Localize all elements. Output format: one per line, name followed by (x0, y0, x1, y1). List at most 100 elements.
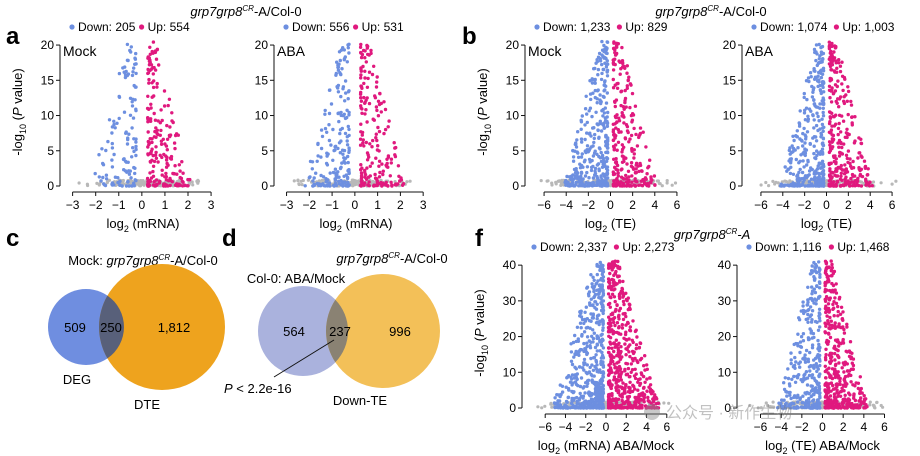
point-up (634, 163, 638, 167)
point-down (591, 183, 595, 188)
point-up (360, 133, 364, 137)
venn-d-left-count: 564 (283, 324, 305, 339)
point-up (620, 406, 625, 410)
point-down (582, 321, 586, 326)
point-up (639, 356, 644, 361)
point-up (634, 170, 638, 175)
point-up (153, 50, 158, 55)
point-down (801, 300, 805, 304)
point-down (801, 401, 806, 405)
point-up (828, 143, 832, 147)
point-down (813, 156, 817, 160)
point-down (583, 347, 587, 351)
legend-up: Up: 2,273 (622, 240, 674, 254)
point-down (788, 171, 793, 176)
point-up (180, 160, 184, 164)
point-up (846, 369, 850, 373)
point-up (863, 166, 868, 170)
point-up (163, 175, 167, 179)
point-down (308, 175, 312, 179)
point-up (623, 137, 628, 141)
point-down (574, 167, 578, 171)
point-up (632, 152, 636, 156)
point-down (106, 139, 110, 144)
point-down (579, 326, 583, 330)
point-down (604, 62, 609, 67)
point-up (841, 310, 845, 314)
point-up (363, 170, 367, 175)
point-down (587, 109, 591, 113)
point-up (175, 172, 179, 176)
point-up (608, 379, 612, 383)
x-tick-label: −2 (582, 198, 596, 212)
point-down (110, 158, 114, 162)
point-down (345, 143, 350, 147)
point-down (126, 160, 130, 164)
point-up (830, 281, 834, 286)
point-up (829, 356, 833, 360)
point-up (643, 354, 647, 358)
venn-d-pvalue-leader (273, 339, 335, 378)
point-ns (860, 180, 864, 184)
point-up (606, 350, 611, 355)
point-up (633, 177, 637, 181)
venn-d: grp7grp8CR-A/Col-0 Col-0: ABA/Mock 564 2… (224, 251, 448, 408)
point-down (798, 360, 802, 364)
point-up (648, 383, 653, 387)
x-tick-label: −1 (325, 198, 339, 212)
point-down (596, 73, 600, 77)
point-down (124, 130, 128, 134)
point-up (611, 86, 616, 90)
point-up (162, 89, 167, 93)
point-up (830, 137, 834, 141)
point-down (134, 140, 138, 144)
point-down (817, 387, 822, 391)
point-up (370, 145, 374, 149)
point-down (810, 298, 815, 303)
point-up (858, 375, 862, 379)
point-up (370, 161, 374, 165)
point-down (806, 300, 810, 304)
point-down (595, 317, 599, 321)
point-down (807, 307, 811, 312)
point-up (633, 104, 638, 108)
point-up (615, 177, 619, 181)
point-up (629, 161, 634, 165)
point-down (802, 150, 806, 154)
venn-c-title-gene: grp7grp8 (107, 253, 160, 268)
point-down (818, 353, 822, 358)
point-up (843, 180, 847, 184)
point-up (628, 137, 632, 141)
point-down (123, 169, 128, 173)
point-up (625, 372, 630, 376)
point-up (634, 167, 638, 171)
point-ns (759, 406, 763, 410)
x-tick-label: −4 (776, 198, 790, 212)
point-up (832, 398, 837, 403)
point-up (382, 100, 386, 104)
point-up (164, 165, 169, 169)
point-down (596, 55, 601, 59)
point-down (807, 337, 811, 341)
point-up (645, 377, 649, 381)
x-tick-label: −6 (754, 420, 768, 434)
point-down (788, 393, 792, 397)
point-down (806, 357, 810, 361)
x-axis-label-base: log (320, 216, 337, 231)
y-tick-label: 10 (723, 109, 737, 123)
point-ns (879, 403, 883, 408)
point-up (656, 401, 661, 405)
point-down (593, 306, 597, 310)
y-axis-label-mid: ( (475, 115, 490, 124)
point-down (593, 88, 597, 93)
point-up (831, 307, 835, 311)
point-up (827, 326, 831, 330)
venn-c-title: Mock: grp7grp8CR-A/Col-0 (68, 253, 218, 268)
point-up (359, 130, 363, 134)
point-up (624, 173, 628, 178)
point-ns (667, 401, 671, 405)
point-down (811, 90, 815, 95)
point-down (605, 165, 610, 169)
point-up (362, 144, 366, 148)
